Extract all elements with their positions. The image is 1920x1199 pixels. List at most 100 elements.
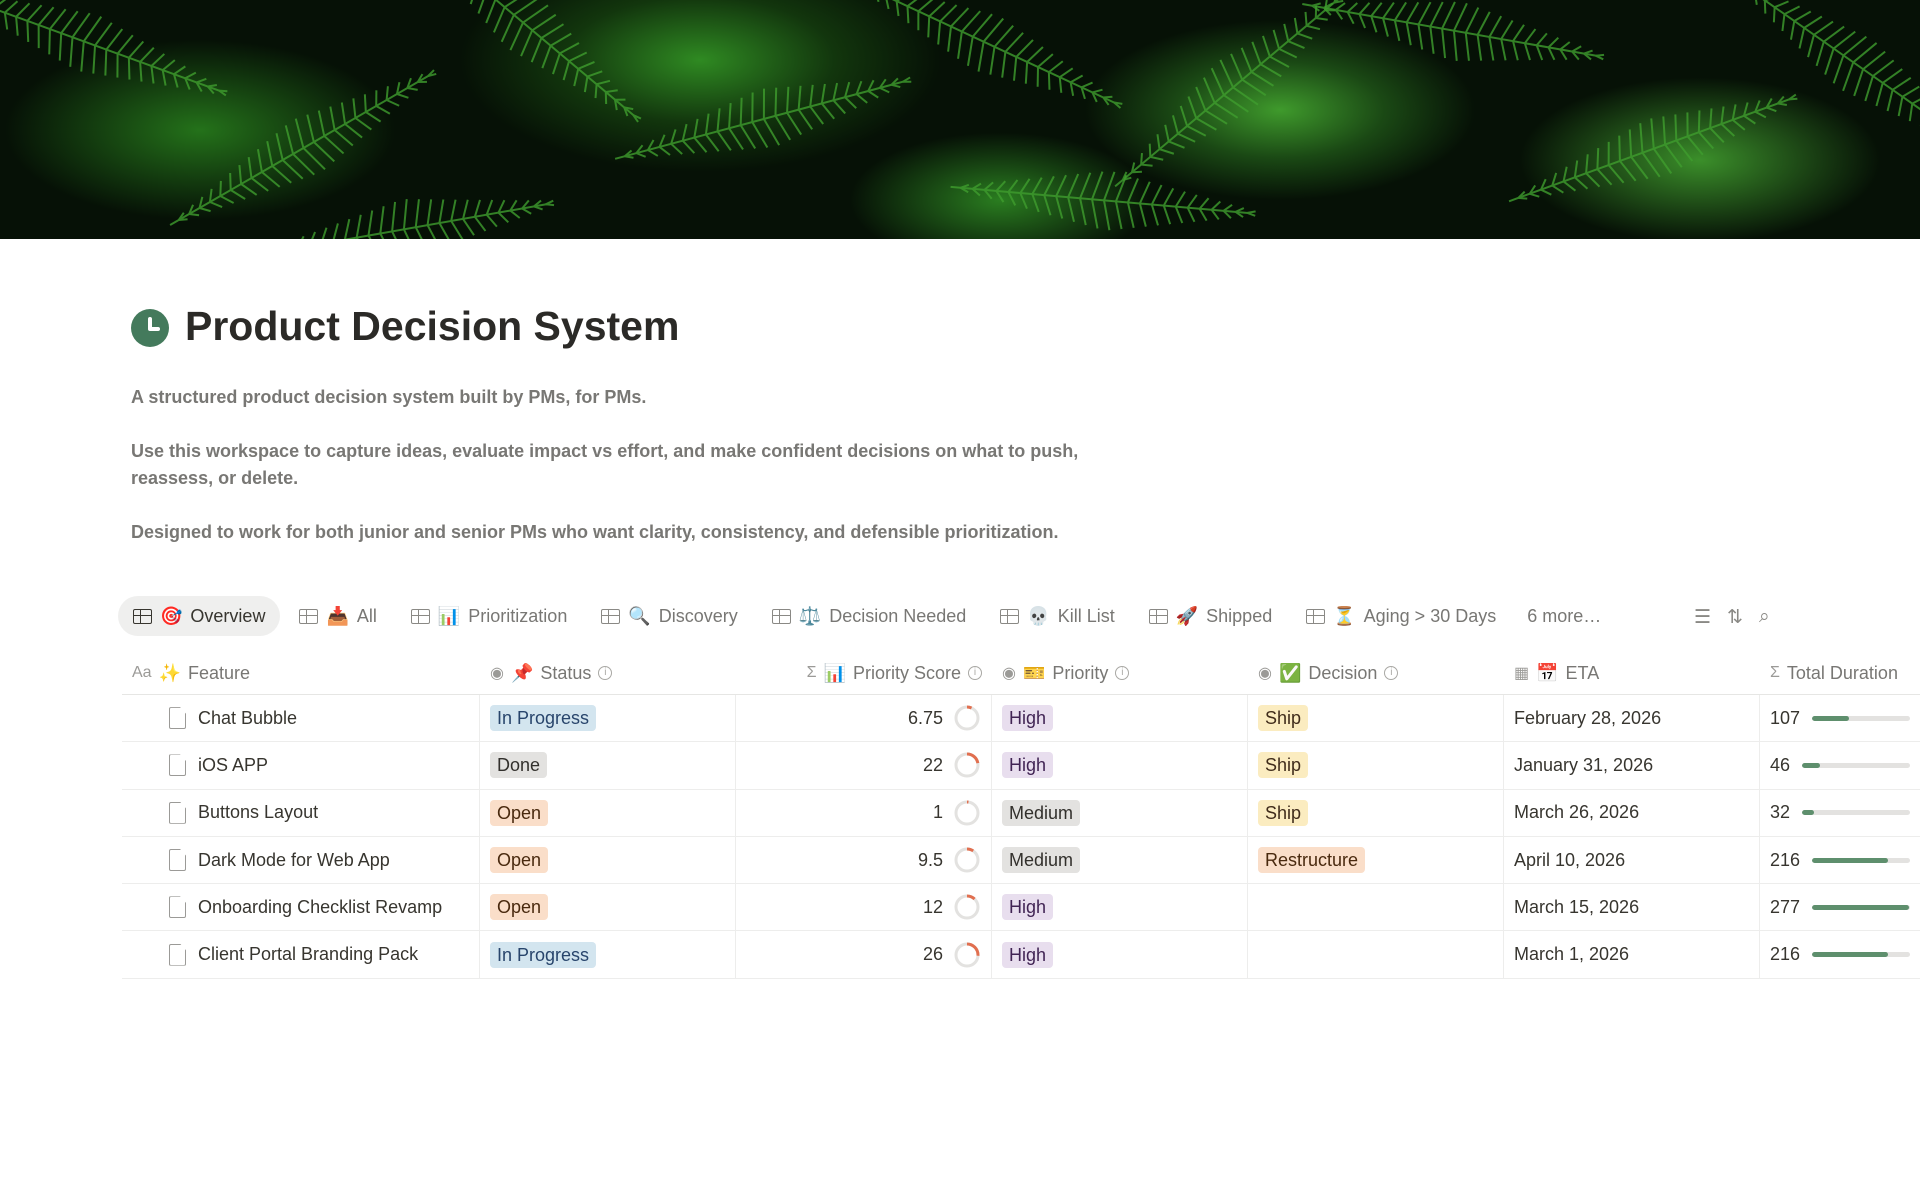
sort-icon[interactable]: ⇅ xyxy=(1727,607,1743,628)
column-emoji: ✅ xyxy=(1278,662,1302,683)
column-label: Priority Score xyxy=(852,662,961,683)
status-cell[interactable]: Open xyxy=(480,789,736,836)
priority-cell[interactable]: High xyxy=(992,742,1248,789)
status-cell[interactable]: Open xyxy=(480,836,736,884)
filter-icon[interactable]: ☰ xyxy=(1694,607,1712,628)
table-row[interactable]: Buttons Layout Open 1 Medium Ship March 26, 2… xyxy=(122,789,1920,837)
column-label: Decision xyxy=(1308,662,1378,683)
duration-value: 107 xyxy=(1770,707,1801,728)
feature-cell[interactable]: Onboarding Checklist Revamp xyxy=(122,884,480,931)
priority-badge: High xyxy=(1002,941,1054,968)
clock-icon xyxy=(131,309,169,347)
duration-bar-fill xyxy=(1812,857,1888,863)
total-duration-cell: 107 xyxy=(1760,695,1920,741)
feature-name[interactable]: Dark Mode for Web App xyxy=(198,849,390,870)
column-header-status[interactable]: ◉ 📌 Status i xyxy=(480,652,736,694)
table-row[interactable]: Client Portal Branding Pack In Progress 26… xyxy=(122,931,1920,979)
table-row[interactable]: Dark Mode for Web App Open 9.5 Medium Restru… xyxy=(122,836,1920,885)
feature-name[interactable]: Chat Bubble xyxy=(198,707,298,728)
property-type-icon: ▦ xyxy=(1514,665,1530,682)
feature-name[interactable]: Onboarding Checklist Revamp xyxy=(198,896,443,917)
column-header-feature[interactable]: Aa ✨ Feature xyxy=(122,652,480,694)
table-icon xyxy=(601,608,621,624)
eta-cell[interactable]: March 15, 2026 xyxy=(1504,884,1760,931)
priority-cell[interactable]: High xyxy=(992,931,1248,978)
status-cell[interactable]: Open xyxy=(480,884,736,931)
feature-name[interactable]: iOS APP xyxy=(198,754,269,775)
table-row[interactable]: iOS APP Done 22 High Ship January 31, 2026 46 xyxy=(122,742,1920,790)
column-header-priority-score[interactable]: Σ 📊 Priority Score i xyxy=(736,652,992,694)
priority-score-value: 22 xyxy=(922,754,943,775)
table-row[interactable]: Onboarding Checklist Revamp Open 12 High Mar… xyxy=(122,884,1920,932)
page-icon xyxy=(169,849,186,872)
decision-cell[interactable]: Ship xyxy=(1248,789,1504,836)
priority-cell[interactable]: Medium xyxy=(992,836,1248,884)
tab-all[interactable]: 📥 All xyxy=(284,596,391,636)
column-header-decision[interactable]: ◉ ✅ Decision i xyxy=(1248,652,1504,694)
progress-ring xyxy=(954,894,980,920)
table-icon xyxy=(133,608,152,624)
column-header-total-duration[interactable]: Σ Total Duration xyxy=(1760,652,1920,694)
decision-cell[interactable] xyxy=(1248,884,1504,931)
feature-name[interactable]: Client Portal Branding Pack xyxy=(198,944,419,965)
info-icon[interactable]: i xyxy=(968,666,982,680)
tab-shipped[interactable]: 🚀 Shipped xyxy=(1134,596,1287,636)
duration-value: 32 xyxy=(1770,802,1791,823)
status-badge: Open xyxy=(490,847,549,874)
priority-badge: Medium xyxy=(1002,847,1081,874)
tab-emoji: ⏳ xyxy=(1333,605,1356,626)
decision-cell[interactable]: Ship xyxy=(1248,742,1504,789)
more-tabs-button[interactable]: 6 more… xyxy=(1527,605,1602,626)
decision-badge: Ship xyxy=(1258,752,1309,779)
status-cell[interactable]: In Progress xyxy=(480,695,736,742)
decision-cell[interactable]: Ship xyxy=(1248,695,1504,742)
column-label: Feature xyxy=(188,662,251,683)
tab-decision-needed[interactable]: ⚖️ Decision Needed xyxy=(757,596,982,636)
feature-cell[interactable]: Buttons Layout xyxy=(122,789,480,836)
info-icon[interactable]: i xyxy=(1115,666,1130,680)
duration-value: 277 xyxy=(1770,896,1801,917)
status-cell[interactable]: In Progress xyxy=(480,931,736,978)
tab-aging-30-days[interactable]: ⏳ Aging > 30 Days xyxy=(1291,596,1511,636)
feature-cell[interactable]: Chat Bubble xyxy=(122,695,480,742)
eta-cell[interactable]: January 31, 2026 xyxy=(1504,742,1760,789)
description-line: Designed to work for both junior and sen… xyxy=(131,522,1059,542)
eta-date: January 31, 2026 xyxy=(1514,754,1654,775)
page-title: Product Decision System xyxy=(185,303,680,349)
tab-overview[interactable]: 🎯 Overview xyxy=(118,596,281,636)
table-row[interactable]: Chat Bubble In Progress 6.75 High Ship Februa… xyxy=(122,695,1920,743)
feature-cell[interactable]: iOS APP xyxy=(122,742,480,789)
eta-cell[interactable]: April 10, 2026 xyxy=(1504,836,1760,884)
column-emoji: 🎫 xyxy=(1022,662,1046,683)
page-icon xyxy=(169,896,186,919)
decision-badge: Ship xyxy=(1258,705,1309,732)
tab-kill-list[interactable]: 💀 Kill List xyxy=(985,596,1129,636)
info-icon[interactable]: i xyxy=(1384,666,1399,680)
eta-cell[interactable]: March 26, 2026 xyxy=(1504,789,1760,836)
tab-discovery[interactable]: 🔍 Discovery xyxy=(586,596,752,636)
decision-cell[interactable] xyxy=(1248,931,1504,978)
info-icon[interactable]: i xyxy=(598,666,613,680)
page-icon xyxy=(169,754,186,777)
eta-cell[interactable]: February 28, 2026 xyxy=(1504,695,1760,742)
status-cell[interactable]: Done xyxy=(480,742,736,789)
priority-score-cell: 22 xyxy=(736,742,992,789)
table-header: Aa ✨ Feature ◉ 📌 Status i Σ 📊 Priority Score i ◉ 🎫 Pr… xyxy=(122,652,1920,695)
duration-bar xyxy=(1812,952,1910,958)
feature-cell[interactable]: Client Portal Branding Pack xyxy=(122,931,480,978)
priority-cell[interactable]: High xyxy=(992,884,1248,931)
tab-emoji: 🚀 xyxy=(1175,605,1199,626)
eta-cell[interactable]: March 1, 2026 xyxy=(1504,931,1760,978)
column-label: Status xyxy=(540,662,592,683)
feature-name[interactable]: Buttons Layout xyxy=(198,802,319,823)
tab-prioritization[interactable]: 📊 Prioritization xyxy=(396,596,582,636)
decision-cell[interactable]: Restructure xyxy=(1248,836,1504,884)
search-icon[interactable]: ⌕ xyxy=(1758,606,1770,627)
column-header-eta[interactable]: ▦ 📅 ETA xyxy=(1504,652,1760,694)
priority-cell[interactable]: High xyxy=(992,695,1248,742)
tab-label: Discovery xyxy=(658,605,738,626)
column-header-priority[interactable]: ◉ 🎫 Priority i xyxy=(992,652,1248,694)
priority-cell[interactable]: Medium xyxy=(992,789,1248,836)
feature-cell[interactable]: Dark Mode for Web App xyxy=(122,836,480,884)
property-type-icon: ◉ xyxy=(1258,665,1272,682)
